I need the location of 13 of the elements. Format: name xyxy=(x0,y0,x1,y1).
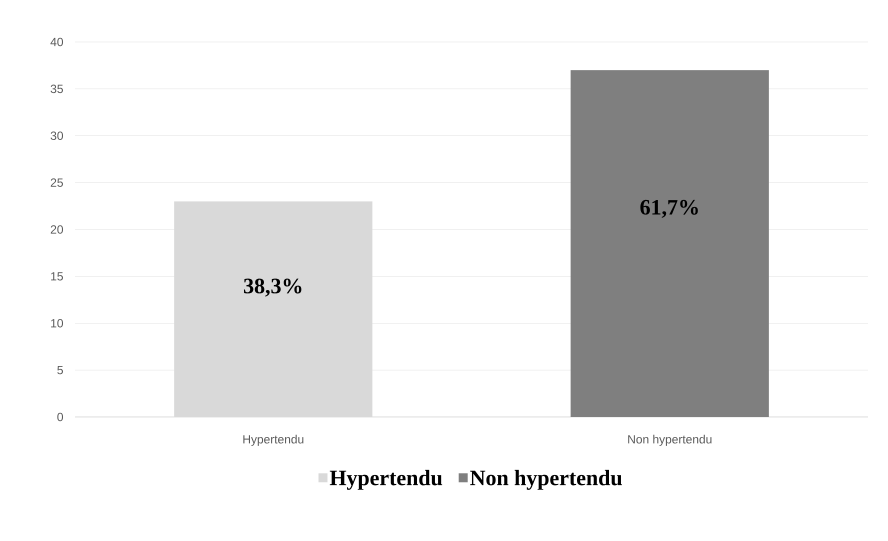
legend-label: Non hypertendu xyxy=(470,470,622,490)
y-tick-label: 5 xyxy=(57,366,63,374)
annotation: 61,7% xyxy=(640,200,698,218)
y-tick-label: 25 xyxy=(50,178,63,187)
y-tick-label: 30 xyxy=(50,132,64,140)
y-tick-label: 20 xyxy=(50,225,64,234)
annotation: 38,3% xyxy=(244,278,302,297)
y-tick-label: 0 xyxy=(57,412,64,422)
y-tick-label: 15 xyxy=(51,272,63,281)
y-tick-label: 40 xyxy=(50,38,64,46)
y-tick-label: 35 xyxy=(50,84,63,94)
y-tick-label: 10 xyxy=(51,319,64,328)
legend-label: Hypertendu xyxy=(330,470,442,490)
